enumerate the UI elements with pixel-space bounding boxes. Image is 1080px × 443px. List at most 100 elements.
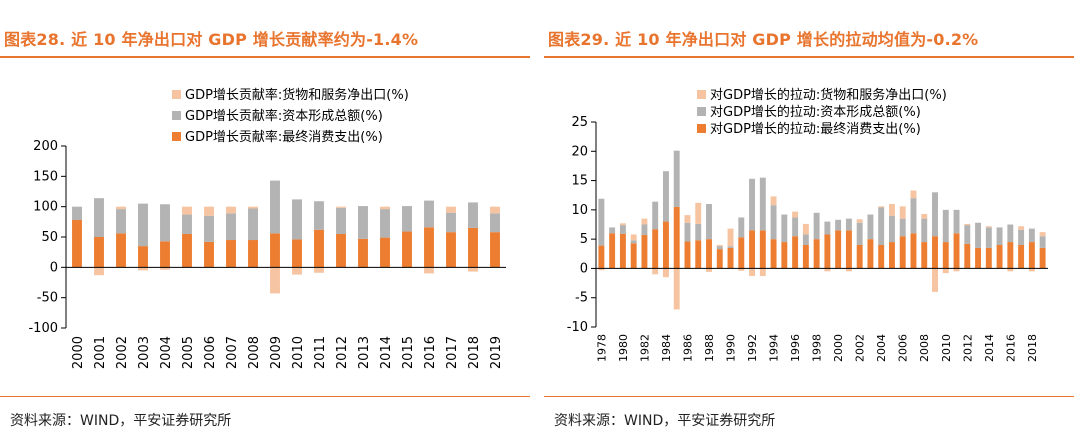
bar-consumption-2010: [292, 239, 302, 268]
bar-consumption-2005: [888, 242, 895, 269]
bar-capital-1996: [792, 217, 799, 237]
y-tick-label: -100: [28, 321, 58, 336]
title-rule: [0, 56, 530, 58]
bar-netexport-2002: [116, 206, 126, 210]
bar-capital-1982: [641, 224, 648, 236]
bar-capital-2012: [964, 225, 971, 244]
bar-capital-1979: [609, 227, 616, 234]
bar-netexport-1978: [598, 268, 605, 271]
bar-netexport-1989: [716, 245, 723, 247]
bar-capital-2002: [856, 222, 863, 245]
chart-panel-29: 图表29. 近 10 年净出口对 GDP 增长的拉动均值为-0.2% -10 -5…: [544, 0, 1080, 443]
y-tick-label: -10: [567, 320, 588, 335]
x-tick-label: 2018: [1026, 334, 1039, 362]
bar-netexport-2004: [160, 267, 170, 270]
bar-consumption-1989: [716, 249, 723, 269]
bar-netexport-2004: [878, 206, 885, 208]
bar-capital-2001: [845, 218, 852, 231]
bar-consumption-1979: [609, 233, 616, 269]
chart-panel-28: 图表28. 近 10 年净出口对 GDP 增长贡献率约为-1.4% -100 -5…: [0, 0, 536, 443]
bar-netexport-2001: [94, 267, 104, 276]
bar-netexport-2005: [888, 204, 895, 216]
bar-consumption-2012: [336, 233, 346, 268]
bar-netexport-2005: [182, 206, 192, 215]
bar-consumption-2016: [1007, 242, 1014, 269]
x-tick-label: 1992: [746, 334, 759, 362]
bar-consumption-1984: [662, 221, 669, 269]
bar-capital-2010: [942, 209, 949, 243]
bar-capital-2013: [358, 206, 368, 239]
x-tick-label: 2000: [71, 336, 86, 369]
bar-consumption-2017: [1018, 245, 1025, 269]
bar-capital-2002: [116, 209, 126, 234]
bar-consumption-1990: [727, 247, 734, 269]
bar-capital-2004: [878, 207, 885, 245]
bar-netexport-1988: [706, 268, 712, 272]
bar-consumption-1986: [684, 241, 691, 269]
legend-label-consumption: GDP增长贡献率:最终消费支出(%): [185, 129, 383, 145]
bar-netexport-1992: [749, 268, 756, 277]
bar-consumption-2009: [932, 236, 938, 269]
bar-capital-1985: [673, 150, 680, 207]
bar-consumption-2000: [835, 230, 842, 269]
bar-capital-2019: [1039, 236, 1046, 248]
bar-capital-2018: [468, 202, 478, 228]
bar-consumption-1988: [706, 239, 712, 269]
bar-netexport-1984: [662, 268, 669, 278]
bar-capital-2003: [867, 214, 874, 240]
bar-consumption-1999: [824, 234, 831, 269]
x-tick-label: 2014: [983, 334, 996, 362]
legend-swatch-capital: [697, 107, 706, 116]
bar-capital-2017: [1018, 229, 1025, 245]
bar-consumption-1978: [598, 245, 605, 269]
bar-capital-2014: [380, 209, 390, 238]
bar-consumption-2001: [845, 230, 852, 269]
contribution-rate-chart: -100 -50 0 50 100 150 200 2000 2001 2002 2003 2004 2…: [28, 87, 506, 369]
x-tick-label: 2000: [832, 334, 845, 362]
y-tick-label: 10: [571, 203, 588, 218]
bar-consumption-1981: [630, 243, 637, 269]
bar-capital-1987: [695, 223, 702, 241]
bar-netexport-2018: [468, 267, 478, 272]
bar-capital-2001: [94, 198, 104, 237]
x-tick-label: 1988: [703, 334, 716, 362]
bar-capital-2007: [226, 213, 236, 241]
bar-consumption-1998: [813, 239, 820, 269]
bar-netexport-2007: [910, 190, 917, 199]
bar-capital-1999: [824, 221, 831, 235]
bar-netexport-1981: [630, 234, 637, 241]
bar-capital-2011: [953, 209, 960, 234]
bar-consumption-2011: [314, 229, 324, 268]
bar-netexport-2017: [446, 206, 456, 213]
bar-netexport-2016: [424, 267, 434, 274]
bar-capital-2011: [314, 201, 324, 230]
bar-capital-1988: [706, 204, 712, 240]
bar-consumption-2015: [996, 245, 1003, 269]
bar-capital-2006: [899, 218, 906, 237]
bar-netexport-1982: [641, 218, 648, 225]
bar-netexport-1993: [759, 268, 766, 277]
bar-capital-2015: [402, 206, 412, 232]
bar-netexport-2009: [270, 267, 280, 294]
x-tick-label: 2008: [918, 334, 931, 362]
bar-consumption-2008: [921, 242, 928, 269]
legend-swatch-netexport: [697, 90, 706, 99]
x-tick-label: 2004: [875, 334, 888, 362]
bar-consumption-2008: [248, 240, 258, 268]
bar-capital-1989: [716, 246, 723, 250]
x-tick-label: 1982: [638, 334, 651, 362]
x-tick-label: 2016: [423, 336, 438, 369]
bar-capital-1997: [802, 234, 809, 245]
bar-consumption-2019: [490, 232, 500, 268]
bar-netexport-2017: [1018, 226, 1025, 230]
x-tick-label: 1994: [768, 334, 781, 362]
x-tick-label: 2003: [137, 336, 152, 369]
bar-consumption-2018: [1028, 242, 1035, 269]
bar-consumption-2007: [226, 240, 236, 268]
bar-netexport-2011: [314, 267, 324, 273]
bar-consumption-2017: [446, 232, 456, 268]
bar-netexport-2011: [953, 268, 960, 272]
bar-consumption-2019: [1039, 247, 1046, 269]
legend-swatch-netexport: [172, 90, 181, 99]
bar-capital-2008: [921, 218, 928, 243]
